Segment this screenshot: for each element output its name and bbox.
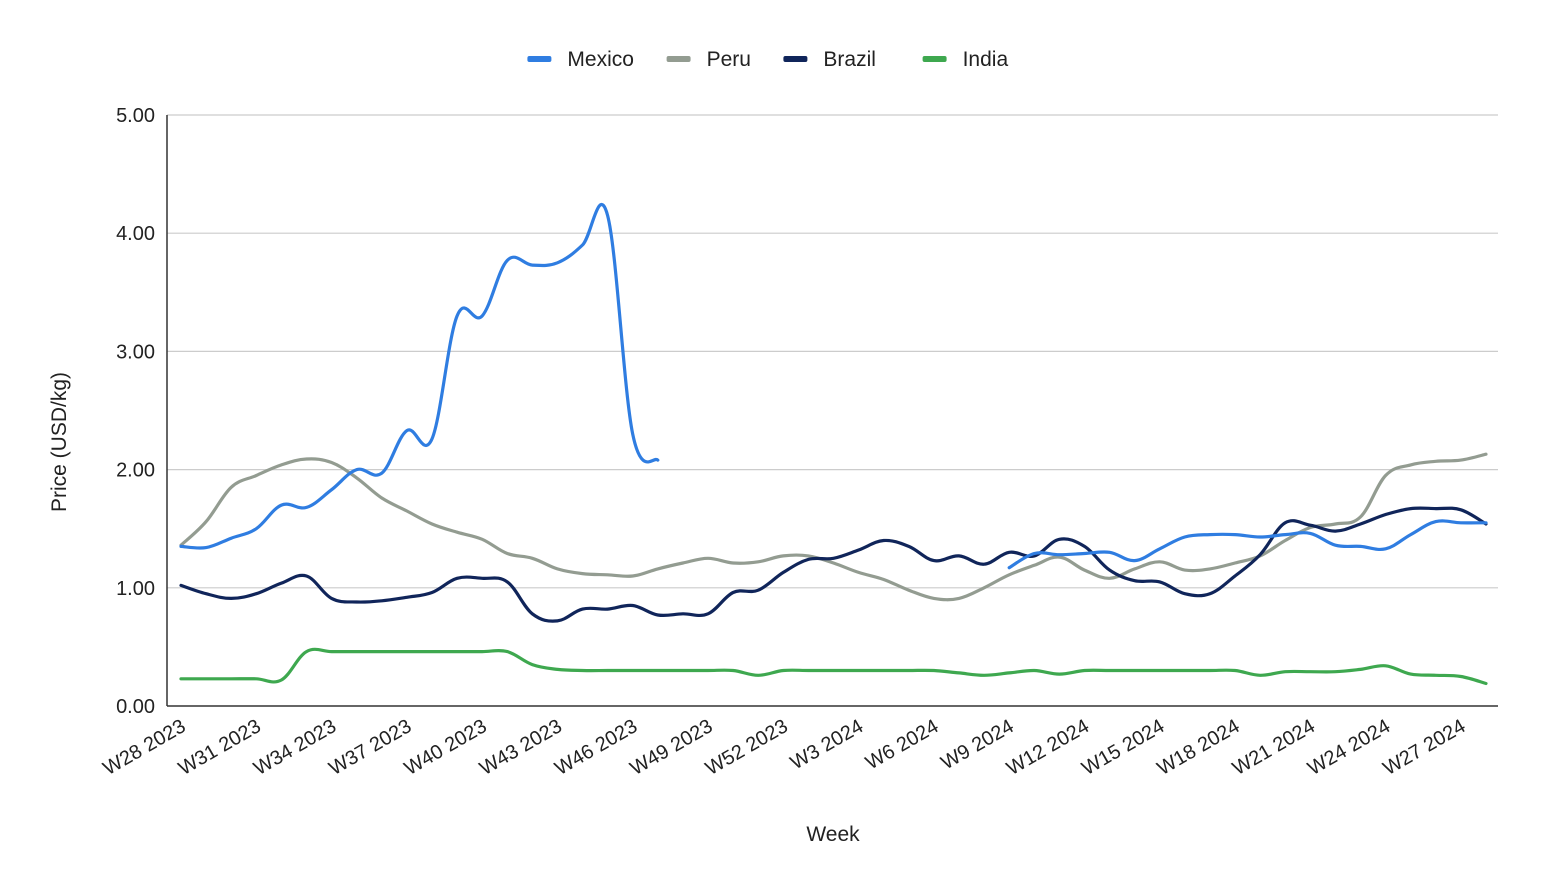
y-tick-label: 3.00 xyxy=(116,341,155,363)
y-tick-labels: 0.00 1.00 2.00 3.00 4.00 5.00 xyxy=(116,105,155,718)
x-tick-label: W21 2024 xyxy=(1229,715,1319,780)
x-tick-label: W46 2023 xyxy=(551,715,641,780)
y-tick-label: 2.00 xyxy=(116,460,155,482)
legend: Mexico Peru Brazil India xyxy=(527,48,1008,71)
x-axis-title: Week xyxy=(806,823,860,846)
x-tick-label: W31 2023 xyxy=(175,715,265,780)
y-tick-label: 0.00 xyxy=(116,696,155,718)
series-line-india xyxy=(179,647,1488,686)
axes xyxy=(166,115,1498,707)
x-tick-label: W34 2023 xyxy=(250,715,340,780)
x-tick-label: W52 2023 xyxy=(702,715,792,780)
y-tick-label: 1.00 xyxy=(116,578,155,600)
x-tick-label: W12 2024 xyxy=(1003,715,1093,780)
series-line-mexico xyxy=(179,203,660,550)
series-line-peru xyxy=(179,452,1488,602)
y-tick-label: 5.00 xyxy=(116,105,155,127)
x-tick-label: W40 2023 xyxy=(401,715,491,780)
legend-swatch-mexico xyxy=(527,56,552,62)
legend-swatch-brazil xyxy=(783,56,808,62)
x-tick-label: W43 2023 xyxy=(476,715,566,780)
x-tick-label: W15 2024 xyxy=(1078,715,1168,780)
series-line-mexico xyxy=(1007,519,1488,570)
x-tick-label: W37 2023 xyxy=(325,715,415,780)
series-line-brazil xyxy=(179,506,1488,623)
legend-label-india: India xyxy=(963,48,1009,71)
x-tick-label: W6 2024 xyxy=(862,715,942,774)
series-lines xyxy=(179,203,1488,686)
grid-lines xyxy=(167,114,1498,589)
x-tick-label: W24 2024 xyxy=(1304,715,1394,780)
y-axis-title: Price (USD/kg) xyxy=(48,372,71,512)
legend-swatch-india xyxy=(922,56,947,62)
legend-label-mexico: Mexico xyxy=(567,48,634,71)
x-tick-label: W27 2024 xyxy=(1379,715,1469,780)
legend-swatch-peru xyxy=(666,56,691,62)
x-tick-label: W18 2024 xyxy=(1154,715,1244,780)
x-tick-label: W49 2023 xyxy=(627,715,717,780)
legend-label-peru: Peru xyxy=(707,48,751,71)
x-tick-label: W3 2024 xyxy=(787,715,867,774)
y-tick-label: 4.00 xyxy=(116,223,155,245)
legend-label-brazil: Brazil xyxy=(823,48,876,71)
x-tick-label: W28 2023 xyxy=(100,715,190,780)
